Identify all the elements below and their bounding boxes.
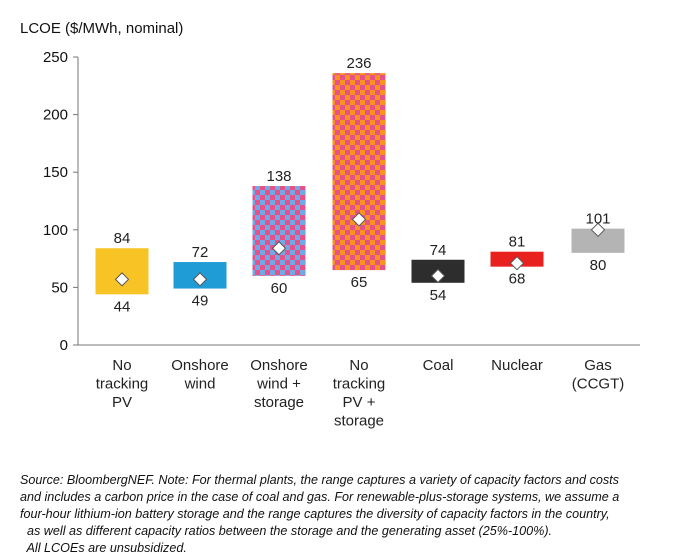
y-tick-label: 250 — [43, 49, 68, 66]
y-axis: 0 50 100 150 200 250 — [43, 49, 640, 354]
category-label: wind — [184, 376, 216, 393]
central-estimate-marker — [351, 212, 367, 227]
central-estimate-marker — [192, 272, 208, 287]
source-note-line: and includes a carbon price in the case … — [20, 490, 620, 504]
y-tick-label: 50 — [51, 279, 68, 296]
low-value-label: 68 — [509, 271, 526, 288]
category-label: No — [112, 357, 131, 374]
y-tick-label: 150 — [43, 164, 68, 181]
category-label: PV + — [343, 394, 376, 411]
lcoe-range-chart: 0 50 100 150 200 250 84 44 72 49 138 60 236 65 74 54 81… — [43, 49, 640, 430]
category-label: storage — [334, 413, 384, 430]
category-label: tracking — [333, 376, 386, 393]
high-value-label: 138 — [266, 168, 291, 185]
low-value-label: 65 — [351, 274, 368, 291]
source-note-line: as well as different capacity ratios bet… — [20, 524, 553, 538]
range-bar — [332, 73, 386, 271]
low-value-label: 49 — [192, 293, 209, 310]
high-value-label: 84 — [114, 230, 131, 247]
source-note: Source: BloombergNEF. Note: For thermal … — [20, 472, 680, 557]
category-label: Onshore — [171, 357, 229, 374]
y-tick-label: 100 — [43, 222, 68, 239]
category-label: Onshore — [250, 357, 308, 374]
data-labels: 84 44 72 49 138 60 236 65 74 54 81 68 101 80 — [114, 55, 611, 315]
source-note-line: All LCOEs are unsubsidized. — [20, 541, 187, 555]
central-estimate-marker — [509, 256, 525, 271]
central-estimate-marker — [271, 241, 287, 256]
y-axis-title: LCOE ($/MWh, nominal) — [20, 20, 184, 37]
central-estimate-marker — [590, 222, 606, 238]
category-label: No — [349, 357, 368, 374]
range-bar — [95, 248, 149, 295]
category-label: (CCGT) — [572, 376, 625, 393]
high-value-label: 72 — [192, 244, 209, 261]
y-tick-label: 0 — [60, 337, 68, 354]
category-label: Gas — [584, 357, 612, 374]
low-value-label: 60 — [271, 280, 288, 297]
category-label: Coal — [423, 357, 454, 374]
low-value-label: 44 — [114, 298, 131, 315]
category-label: Nuclear — [491, 357, 543, 374]
high-value-label: 236 — [346, 55, 371, 72]
high-value-label: 74 — [430, 242, 447, 259]
central-estimate-marker — [430, 268, 446, 284]
category-label: wind + — [256, 376, 301, 393]
category-label: PV — [112, 394, 132, 411]
range-bar — [252, 186, 306, 276]
low-value-label: 54 — [430, 287, 447, 304]
source-note-line: Source: BloombergNEF. Note: For thermal … — [20, 473, 619, 487]
category-label: storage — [254, 394, 304, 411]
low-value-label: 80 — [590, 257, 607, 274]
category-label: tracking — [96, 376, 149, 393]
bars — [95, 73, 625, 295]
high-value-label: 101 — [585, 211, 610, 228]
source-note-line: four-hour lithium-ion battery storage an… — [20, 507, 610, 521]
central-estimate-marker — [114, 272, 130, 287]
high-value-label: 81 — [509, 234, 526, 251]
y-tick-label: 200 — [43, 107, 68, 124]
